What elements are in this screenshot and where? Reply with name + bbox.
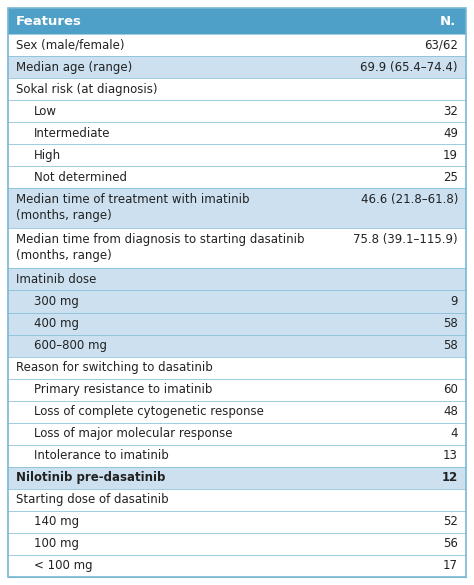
Text: Reason for switching to dasatinib: Reason for switching to dasatinib — [16, 361, 213, 374]
Text: High: High — [34, 149, 61, 162]
Text: 600–800 mg: 600–800 mg — [34, 339, 107, 352]
Text: 46.6 (21.8–61.8): 46.6 (21.8–61.8) — [361, 193, 458, 206]
Text: Median time of treatment with imatinib: Median time of treatment with imatinib — [16, 193, 249, 206]
Text: 58: 58 — [443, 317, 458, 330]
Bar — [8, 445, 466, 467]
Text: Loss of complete cytogenetic response: Loss of complete cytogenetic response — [34, 405, 264, 418]
Bar — [8, 511, 466, 533]
Text: Low: Low — [34, 105, 57, 118]
Bar — [8, 166, 466, 188]
Text: Sex (male/female): Sex (male/female) — [16, 39, 125, 51]
Bar — [8, 335, 466, 357]
Text: 75.8 (39.1–115.9): 75.8 (39.1–115.9) — [354, 233, 458, 246]
Text: 4: 4 — [450, 427, 458, 441]
Text: Loss of major molecular response: Loss of major molecular response — [34, 427, 233, 441]
Text: 9: 9 — [450, 295, 458, 308]
Text: 58: 58 — [443, 339, 458, 352]
Bar — [8, 188, 466, 228]
Text: Starting dose of dasatinib: Starting dose of dasatinib — [16, 493, 169, 507]
Bar — [8, 269, 466, 291]
Text: 25: 25 — [443, 171, 458, 184]
Bar — [8, 122, 466, 144]
Bar — [8, 489, 466, 511]
Bar — [8, 56, 466, 78]
Bar — [8, 34, 466, 56]
Bar — [8, 533, 466, 555]
Text: 19: 19 — [443, 149, 458, 162]
Text: 13: 13 — [443, 449, 458, 462]
Text: Nilotinib pre-dasatinib: Nilotinib pre-dasatinib — [16, 472, 165, 484]
Bar — [8, 423, 466, 445]
Text: 56: 56 — [443, 538, 458, 550]
Text: (months, range): (months, range) — [16, 209, 112, 222]
Bar — [8, 144, 466, 166]
Text: 17: 17 — [443, 559, 458, 573]
Text: Features: Features — [16, 15, 82, 27]
Text: 400 mg: 400 mg — [34, 317, 79, 330]
Text: 60: 60 — [443, 383, 458, 396]
Text: < 100 mg: < 100 mg — [34, 559, 92, 573]
Bar — [8, 378, 466, 401]
Text: Median age (range): Median age (range) — [16, 61, 132, 74]
Bar — [8, 100, 466, 122]
Text: 100 mg: 100 mg — [34, 538, 79, 550]
Text: 69.9 (65.4–74.4): 69.9 (65.4–74.4) — [361, 61, 458, 74]
Text: 32: 32 — [443, 105, 458, 118]
Text: 49: 49 — [443, 127, 458, 140]
Text: (months, range): (months, range) — [16, 249, 112, 262]
Text: Sokal risk (at diagnosis): Sokal risk (at diagnosis) — [16, 82, 157, 95]
Bar — [8, 8, 466, 34]
Text: 140 mg: 140 mg — [34, 515, 79, 528]
Bar — [8, 291, 466, 312]
Text: Not determined: Not determined — [34, 171, 127, 184]
Bar — [8, 228, 466, 269]
Bar — [8, 357, 466, 378]
Text: 63/62: 63/62 — [424, 39, 458, 51]
Text: Intolerance to imatinib: Intolerance to imatinib — [34, 449, 169, 462]
Text: 48: 48 — [443, 405, 458, 418]
Text: 300 mg: 300 mg — [34, 295, 79, 308]
Bar — [8, 78, 466, 100]
Text: Median time from diagnosis to starting dasatinib: Median time from diagnosis to starting d… — [16, 233, 304, 246]
Text: 52: 52 — [443, 515, 458, 528]
Text: 12: 12 — [442, 472, 458, 484]
Text: Imatinib dose: Imatinib dose — [16, 273, 96, 286]
Bar — [8, 312, 466, 335]
Text: N.: N. — [440, 15, 456, 27]
Bar — [8, 467, 466, 489]
Bar — [8, 555, 466, 577]
Text: Primary resistance to imatinib: Primary resistance to imatinib — [34, 383, 212, 396]
Bar — [8, 401, 466, 423]
Text: Intermediate: Intermediate — [34, 127, 110, 140]
